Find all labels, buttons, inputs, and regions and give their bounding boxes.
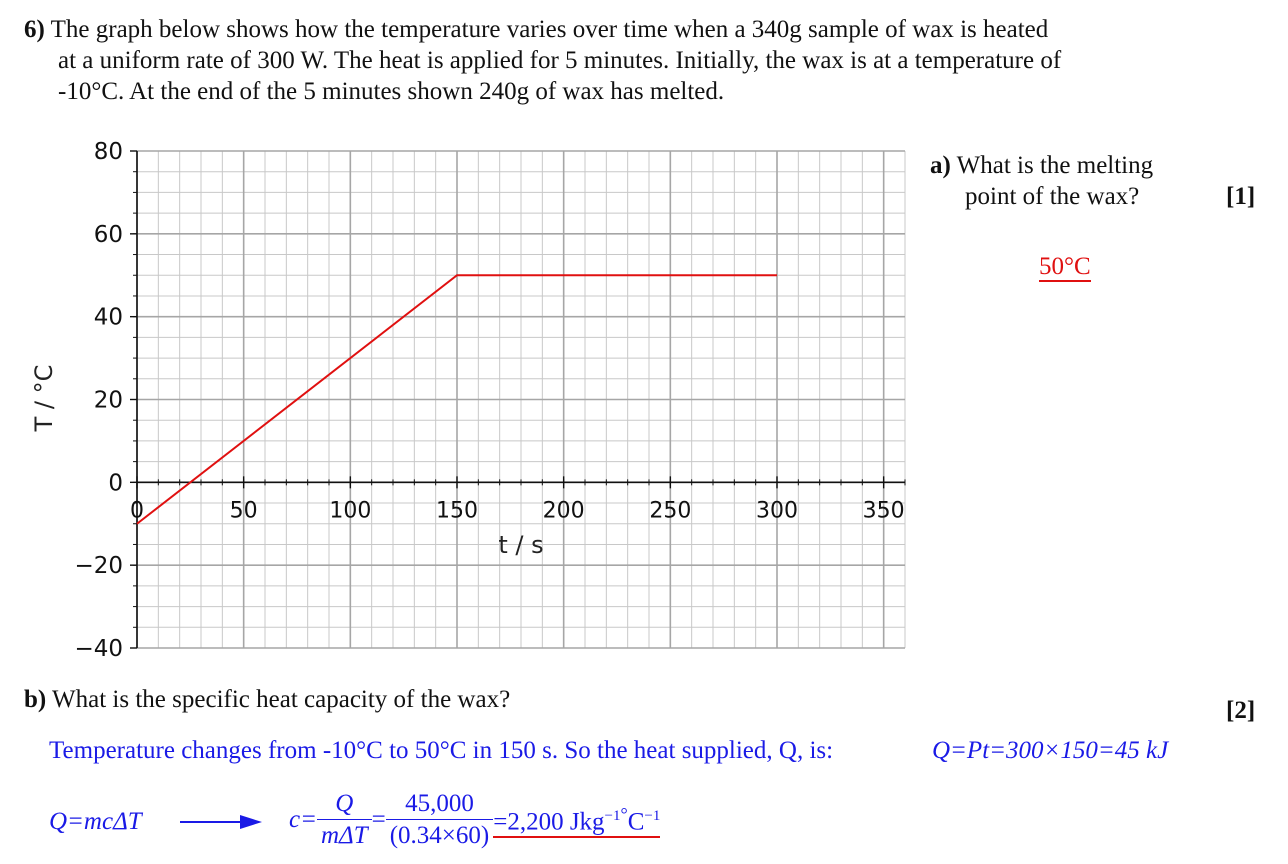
part-a-text-1: What is the melting (956, 152, 1154, 179)
equals-sign: = (371, 805, 386, 833)
y-tick-label: 40 (94, 305, 123, 331)
question-text-1: The graph below shows how the temperatur… (50, 16, 1049, 43)
grid-major (136, 150, 905, 649)
part-a-answer: 50°C (1039, 253, 1091, 282)
grid-minor (136, 150, 906, 649)
result-exp-1: −1 (604, 807, 621, 824)
result-value: =2,200 Jkg (493, 808, 605, 836)
part-a-marks: [1] (1226, 183, 1256, 210)
y-tick-label: −40 (74, 636, 123, 662)
part-b-line: b) What is the specific heat capacity of… (24, 684, 510, 715)
fraction-1-denominator: mΔT (320, 821, 368, 849)
part-b-marks: [2] (1226, 697, 1256, 724)
part-a-line-1: a) What is the melting (930, 150, 1153, 181)
part-a-label: a) (930, 152, 951, 179)
x-axis-label: t / s (498, 531, 543, 559)
question-text-3: -10°C. At the end of the 5 minutes shown… (58, 78, 725, 105)
question-number: 6) (24, 16, 45, 43)
fraction-2-denominator: (0.34×60) (389, 821, 490, 849)
fraction-2-numerator: 45,000 (385, 788, 494, 820)
x-tick-label: 300 (756, 498, 798, 523)
x-tick-label: 250 (649, 498, 691, 523)
part-b-label: b) (24, 686, 47, 713)
energy-equation: Q=mcΔT (49, 808, 142, 835)
y-tick-label: 0 (108, 470, 123, 496)
part-a-text-2: point of the wax? (965, 183, 1140, 210)
x-tick-label: 100 (329, 498, 371, 523)
fraction-q-over-mdt: Q mΔT (316, 788, 372, 851)
result-degree: ° (620, 803, 628, 824)
y-tick-label: 20 (94, 388, 123, 414)
question-text-2: at a uniform rate of 300 W. The heat is … (58, 47, 1062, 74)
working-line: Temperature changes from -10°C to 50°C i… (49, 737, 834, 764)
rearranged-equation: c= Q mΔT = 45,000 (0.34×60) =2,200 Jkg−1… (289, 784, 661, 854)
series (136, 274, 777, 525)
y-tick-label: 80 (94, 139, 123, 165)
c-equals: c= (289, 805, 317, 833)
y-tick-label: −20 (74, 553, 123, 579)
final-answer: =2,200 Jkg−1°C−1 (493, 800, 661, 839)
x-tick-label: 50 (230, 498, 258, 523)
x-tick-label: 350 (863, 498, 905, 523)
y-axis-label: T / °C (30, 365, 58, 433)
x-tick-label: 150 (436, 498, 478, 523)
fraction-numeric: 45,000 (0.34×60) (385, 788, 494, 851)
result-exp-2: −1 (644, 807, 661, 824)
x-tick-label: 0 (130, 498, 144, 523)
y-tick-label: 60 (94, 222, 123, 248)
part-b-text: What is the specific heat capacity of th… (52, 686, 511, 713)
question-line-1: 6) The graph below shows how the tempera… (24, 14, 1048, 45)
result-unit-c: C (627, 808, 645, 836)
temperature-line (136, 274, 777, 525)
x-tick-label: 200 (543, 498, 585, 523)
fraction-1-numerator: Q (316, 788, 372, 820)
axes (136, 151, 905, 648)
arrow-right-icon (180, 815, 262, 829)
heat-equation: Q=Pt=300×150=45 kJ (932, 737, 1169, 764)
